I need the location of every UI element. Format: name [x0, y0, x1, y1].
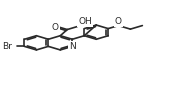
Text: N: N — [69, 42, 76, 51]
Text: OH: OH — [78, 17, 92, 26]
Text: O: O — [115, 17, 122, 26]
Text: Br: Br — [2, 42, 12, 51]
Text: O: O — [52, 23, 59, 32]
